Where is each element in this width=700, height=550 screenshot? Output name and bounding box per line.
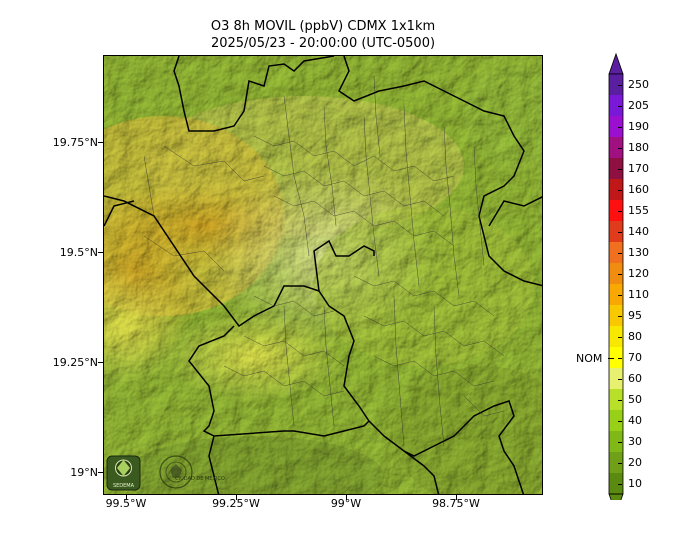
colorbar-cell [609,242,623,263]
colorbar-cell [609,263,623,284]
x-tick-label: 99°W [330,497,362,510]
x-tick-label: 99.25°W [212,497,260,510]
colorbar-cell [609,137,623,158]
colorbar-label: 10 [628,476,642,490]
cdmx-seal-icon: CIUDAD DE MÉXICO [159,455,225,489]
colorbar-label: 20 [628,455,642,469]
colorbar-label: 180 [628,140,649,154]
colorbar-cell [609,179,623,200]
colorbar-tick [618,399,622,401]
colorbar-cell [609,116,623,137]
colorbar-cell [609,95,623,116]
map-area[interactable]: SEDEMA CIUDAD DE MÉXICO [103,55,543,495]
colorbar-cell [609,74,623,95]
colorbar-label: 70 [628,350,642,364]
colorbar-label: 170 [628,161,649,175]
sedema-logo-text: SEDEMA [113,483,135,489]
colorbar-cell [609,389,623,410]
colorbar-label: 130 [628,245,649,259]
ozone-map: SEDEMA CIUDAD DE MÉXICO [104,56,542,494]
title-line-1: O3 8h MOVIL (ppbV) CDMX 1x1km [210,19,436,34]
colorbar-label: 160 [628,182,649,196]
colorbar-label: 60 [628,371,642,385]
colorbar-tick [618,378,622,380]
colorbar-tick [618,336,622,338]
y-tick-mark [98,142,103,143]
colorbar-bottom-arrow [608,493,624,500]
colorbar-top-arrow [608,52,624,75]
colorbar-tick [618,273,622,275]
colorbar-cell [609,347,623,368]
colorbar-tick [618,105,622,107]
colorbar-tick [618,147,622,149]
colorbar-tick [618,84,622,86]
colorbar-cell [609,431,623,452]
state-boundaries [104,56,542,494]
colorbar-label: 155 [628,203,649,217]
x-tick-mark [346,495,347,500]
colorbar-cell [609,200,623,221]
colorbar-label: 30 [628,434,642,448]
colorbar-label: 120 [628,266,649,280]
colorbar-cell [609,158,623,179]
colorbar-tick [618,231,622,233]
sedema-logo-icon: SEDEMA [106,455,141,491]
x-tick-mark [456,495,457,500]
y-tick-label: 19.75°N [52,136,98,149]
colorbar-label: 80 [628,329,642,343]
y-tick-mark [98,252,103,253]
colorbar-tick [618,357,622,359]
colorbar-tick [618,315,622,317]
y-tick-label: 19.5°N [59,246,98,259]
colorbar-tick [618,252,622,254]
municipal-boundaries [143,75,505,447]
colorbar-tick [618,126,622,128]
colorbar-cell [609,221,623,242]
colorbar-tick [618,168,622,170]
colorbar-tick [618,189,622,191]
colorbar-tick [618,294,622,296]
x-tick-label: 98.75°W [432,497,480,510]
colorbar-tick [618,210,622,212]
colorbar-label: 40 [628,413,642,427]
colorbar-label: 205 [628,98,649,112]
colorbar-cell [609,368,623,389]
x-tick-mark [126,495,127,500]
colorbar-label: 140 [628,224,649,238]
colorbar-cell [609,326,623,347]
x-tick-label: 99.5°W [105,497,147,510]
y-tick-mark [98,362,103,363]
y-tick-label: 19°N [70,466,98,479]
colorbar-tick [618,420,622,422]
colorbar-cell [609,473,623,494]
colorbar-label: 190 [628,119,649,133]
colorbar-label: 95 [628,308,642,322]
cdmx-seal-text: CIUDAD DE MÉXICO [175,474,225,482]
colorbar-label: 110 [628,287,649,301]
colorbar-tick [618,462,622,464]
y-tick-label: 19.25°N [52,356,98,369]
colorbar [608,52,624,500]
colorbar-cell [609,305,623,326]
colorbar-cell [609,452,623,473]
nom-tick [608,358,614,359]
colorbar-label: 250 [628,77,649,91]
colorbar-cell [609,410,623,431]
colorbar-cell [609,284,623,305]
colorbar-tick [618,441,622,443]
colorbar-tick [618,483,622,485]
colorbar-frame [608,73,624,495]
colorbar-label: 50 [628,392,642,406]
y-tick-mark [98,472,103,473]
title-line-2: 2025/05/23 - 20:00:00 (UTC-0500) [210,36,436,51]
nom-label: NOM [576,352,603,365]
x-tick-mark [236,495,237,500]
terrain-layer [104,56,542,494]
